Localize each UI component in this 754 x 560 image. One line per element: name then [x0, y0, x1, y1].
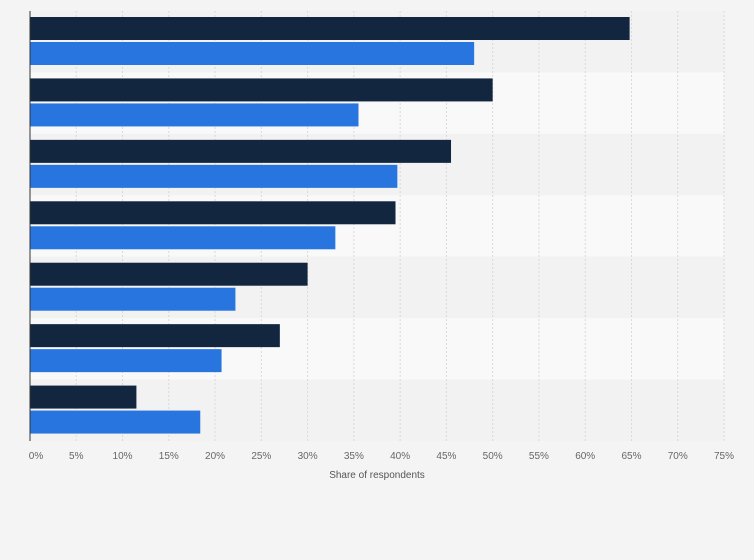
bar-series-2: [30, 287, 236, 311]
x-tick-label: 30%: [298, 451, 318, 462]
bars: [30, 17, 630, 434]
bar-series-1: [30, 78, 493, 102]
x-tick-label: 5%: [69, 451, 84, 462]
bar-series-2: [30, 42, 475, 65]
bar-series-2: [30, 410, 201, 434]
x-tick-label: 75%: [714, 451, 734, 462]
bar-series-1: [30, 139, 452, 163]
bar-series-1: [30, 324, 280, 348]
x-axis-title: Share of respondents: [329, 470, 425, 481]
x-tick-label: 0%: [29, 451, 44, 462]
bar-series-1: [30, 17, 630, 40]
x-tick-label: 20%: [205, 451, 225, 462]
x-tick-label: 25%: [251, 451, 271, 462]
x-tick-label: 40%: [390, 451, 410, 462]
x-tick-label: 65%: [621, 451, 641, 462]
x-tick-labels: 0% 5% 10% 15% 20% 25% 30% 35% 40% 45% 50% 55% 60% 65%…: [29, 451, 734, 462]
bar-series-2: [30, 103, 359, 127]
x-tick-label: 45%: [436, 451, 456, 462]
x-tick-label: 10%: [113, 451, 133, 462]
bar-series-1: [30, 262, 308, 286]
x-tick-label: 35%: [344, 451, 364, 462]
x-tick-label: 15%: [159, 451, 179, 462]
bar-series-1: [30, 201, 396, 225]
category-bands: [30, 11, 724, 441]
bar-series-2: [30, 226, 336, 250]
bar-series-2: [30, 349, 222, 373]
bar-series-1: [30, 385, 137, 409]
x-tick-label: 50%: [483, 451, 503, 462]
x-tick-label: 60%: [575, 451, 595, 462]
x-tick-label: 70%: [668, 451, 688, 462]
x-tick-label: 55%: [529, 451, 549, 462]
bar-series-2: [30, 164, 398, 188]
